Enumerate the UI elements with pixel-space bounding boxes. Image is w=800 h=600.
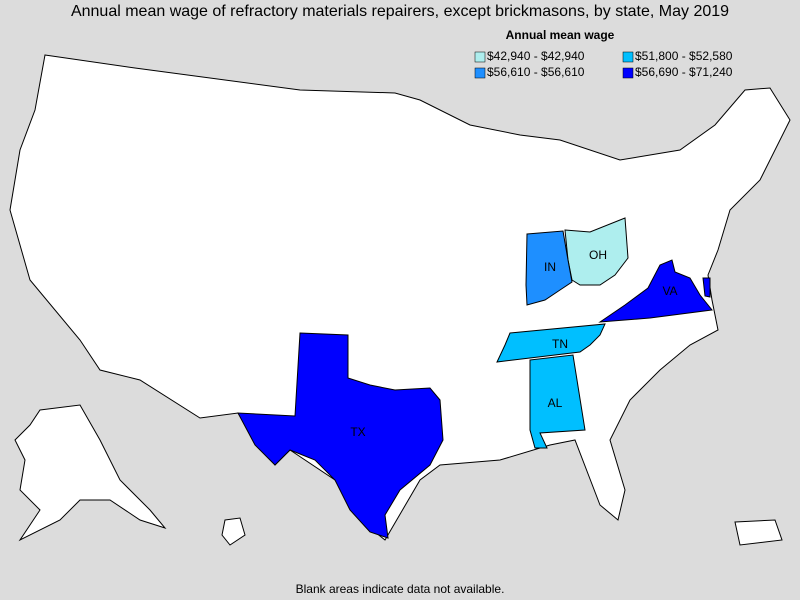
legend-title: Annual mean wage [506, 28, 615, 42]
legend-swatch [622, 67, 634, 79]
base-map [9, 54, 791, 546]
state [598, 259, 713, 323]
footnote: Blank areas indicate data not available. [296, 582, 505, 596]
state [529, 354, 586, 449]
state-label: TN [552, 337, 568, 351]
legend-swatch [622, 51, 634, 63]
lower-48 [9, 54, 791, 541]
puerto-rico [734, 519, 783, 546]
hawaii [221, 517, 246, 546]
state [496, 323, 606, 363]
state-label: VA [662, 284, 677, 298]
legend-label: $56,610 - $56,610 [487, 65, 585, 79]
map-title: Annual mean wage of refractory materials… [71, 3, 729, 20]
alaska [14, 404, 167, 542]
legend-swatch [474, 67, 486, 79]
state-label: AL [548, 396, 563, 410]
state-label: IN [544, 260, 556, 274]
legend-swatch [474, 51, 486, 63]
legend-label: $42,940 - $42,940 [487, 49, 585, 63]
legend-label: $51,800 - $52,580 [635, 49, 733, 63]
state-label: TX [350, 425, 365, 439]
legend-label: $56,690 - $71,240 [635, 65, 733, 79]
state [525, 230, 573, 306]
state-label: OH [589, 248, 607, 262]
state [237, 332, 444, 539]
state [702, 277, 711, 298]
